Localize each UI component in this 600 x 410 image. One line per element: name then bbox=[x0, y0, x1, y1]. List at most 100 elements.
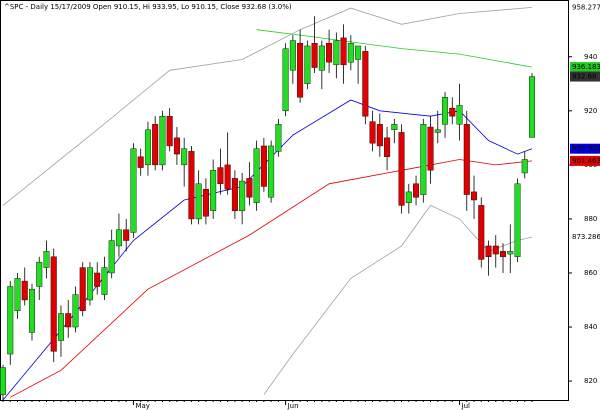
value-label: 932.68 bbox=[572, 73, 597, 81]
candle-body bbox=[326, 43, 333, 63]
candle-body bbox=[297, 43, 304, 98]
candle-body bbox=[43, 251, 50, 268]
candle-body bbox=[521, 159, 528, 174]
x-tick-label: May bbox=[135, 402, 149, 410]
candle-body bbox=[260, 145, 267, 187]
candle-body bbox=[57, 313, 64, 341]
candle-body bbox=[14, 278, 21, 312]
candle-body bbox=[253, 148, 260, 203]
candle-body bbox=[369, 121, 376, 144]
candle-body bbox=[7, 286, 14, 355]
candle-body bbox=[413, 183, 420, 198]
candle-body bbox=[217, 167, 224, 184]
overlay-line bbox=[2, 99, 533, 401]
candle-body bbox=[282, 48, 289, 112]
value-label: 873.286 bbox=[572, 233, 600, 241]
candle-body bbox=[289, 40, 296, 71]
overlay-line bbox=[263, 204, 533, 395]
candle-body bbox=[529, 76, 536, 138]
candle-body bbox=[268, 145, 275, 198]
value-label-box bbox=[570, 71, 600, 82]
y-tick-label: 920 bbox=[584, 107, 597, 115]
candle-body bbox=[478, 205, 485, 260]
candle-body bbox=[318, 45, 325, 71]
candle-body bbox=[202, 188, 209, 217]
candle-body bbox=[275, 124, 282, 152]
candle-body bbox=[173, 137, 180, 155]
candle-body bbox=[442, 97, 449, 125]
overlay-line bbox=[256, 29, 533, 68]
y-tick-label: 820 bbox=[584, 377, 597, 385]
candle-body bbox=[188, 151, 195, 220]
candle-body bbox=[181, 148, 188, 166]
candle-body bbox=[246, 178, 253, 198]
candle-body bbox=[144, 129, 151, 166]
candle-body bbox=[347, 43, 354, 63]
candle-body bbox=[239, 180, 246, 212]
y-tick-label: 860 bbox=[584, 269, 597, 277]
value-label-box bbox=[570, 62, 600, 73]
candle-body bbox=[21, 280, 28, 301]
candle-body bbox=[130, 148, 137, 233]
candle-body bbox=[311, 43, 318, 68]
candle-body bbox=[159, 116, 166, 166]
candle-body bbox=[355, 45, 362, 60]
value-label: 901.463 bbox=[572, 157, 600, 165]
candle-body bbox=[304, 45, 311, 84]
candle-body bbox=[391, 124, 398, 130]
candle-body bbox=[72, 294, 79, 328]
candle-body bbox=[166, 116, 173, 147]
candle-body bbox=[86, 267, 93, 301]
value-label: 905.985 bbox=[572, 145, 600, 153]
candle-body bbox=[101, 267, 108, 295]
candle-body bbox=[434, 129, 441, 133]
x-tick-label: Jul bbox=[461, 402, 471, 410]
candle-body bbox=[333, 40, 340, 66]
y-tick-label: 940 bbox=[584, 53, 597, 61]
value-label: 936.183 bbox=[572, 63, 600, 71]
candle-body bbox=[65, 313, 72, 328]
candle-body bbox=[456, 105, 463, 125]
candle-body bbox=[492, 245, 499, 255]
candle-body bbox=[384, 137, 391, 157]
candle-body bbox=[195, 183, 202, 220]
candle-body bbox=[471, 191, 478, 201]
candle-body bbox=[0, 367, 6, 395]
value-label-box bbox=[570, 155, 600, 166]
candle-body bbox=[36, 261, 43, 287]
candle-body bbox=[420, 124, 427, 195]
overlay-line bbox=[10, 159, 533, 398]
y-tick-label: 840 bbox=[584, 323, 597, 331]
candle-body bbox=[463, 124, 470, 195]
candle-body bbox=[449, 107, 456, 117]
candle-body bbox=[224, 164, 231, 190]
candle-body bbox=[500, 251, 507, 257]
candle-body bbox=[340, 37, 347, 66]
x-tick-label: Jun bbox=[287, 402, 299, 410]
value-label: 958.277 bbox=[572, 3, 600, 11]
candle-body bbox=[152, 124, 159, 166]
candle-body bbox=[108, 240, 115, 274]
candle-body bbox=[405, 191, 412, 203]
candle-body bbox=[210, 170, 217, 212]
candle-body bbox=[514, 183, 521, 257]
candle-body bbox=[28, 288, 35, 333]
overlay-line bbox=[2, 7, 533, 206]
plot-frame bbox=[0, 0, 569, 401]
candle-body bbox=[485, 245, 492, 257]
candle-body bbox=[376, 124, 383, 147]
y-tick-label: 880 bbox=[584, 215, 597, 223]
chart-title: ^SPC - Daily 15/17/2009 Open 910.15, Hi … bbox=[4, 3, 292, 11]
candle-body bbox=[398, 132, 405, 206]
candle-body bbox=[507, 251, 514, 255]
candle-body bbox=[231, 178, 238, 212]
candle-body bbox=[79, 267, 86, 312]
candle-body bbox=[50, 256, 57, 352]
value-label-box bbox=[570, 143, 600, 154]
candle-body bbox=[362, 51, 369, 117]
candle-body bbox=[137, 156, 144, 168]
candle-body bbox=[94, 272, 101, 287]
candle-body bbox=[115, 229, 122, 247]
candle-body bbox=[427, 126, 434, 171]
